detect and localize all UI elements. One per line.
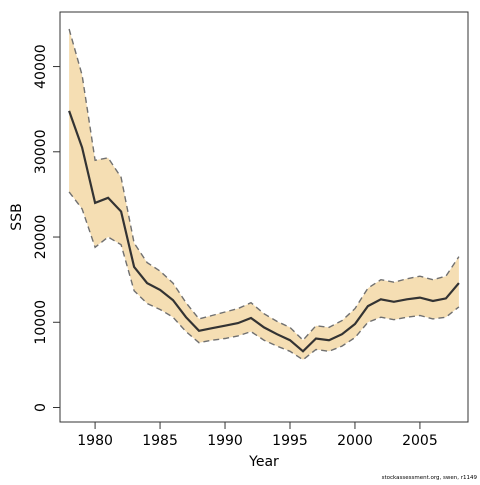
y-tick-label: 30000 (33, 130, 49, 175)
y-tick-label: 10000 (33, 300, 49, 345)
plot-frame (59, 11, 469, 423)
x-tick-label: 1990 (207, 433, 243, 449)
x-tick-label: 1985 (142, 433, 178, 449)
x-tick-label: 1995 (272, 433, 308, 449)
x-tick-label: 2000 (337, 433, 373, 449)
credit-note: stockassessment.org, swen, r1149 (382, 475, 478, 480)
y-tick-label: 0 (33, 403, 49, 412)
upper-bound-line (68, 28, 460, 342)
x-tick-label: 1980 (77, 433, 113, 449)
confidence-band (69, 29, 459, 360)
y-axis-title: SSB (9, 203, 25, 230)
y-tick-label: 20000 (33, 215, 49, 260)
x-axis-title: Year (248, 454, 279, 470)
ssb-estimate-line (68, 110, 460, 353)
x-tick-label: 2005 (402, 433, 438, 449)
lower-bound-line (68, 191, 460, 361)
y-tick-label: 40000 (33, 44, 49, 89)
